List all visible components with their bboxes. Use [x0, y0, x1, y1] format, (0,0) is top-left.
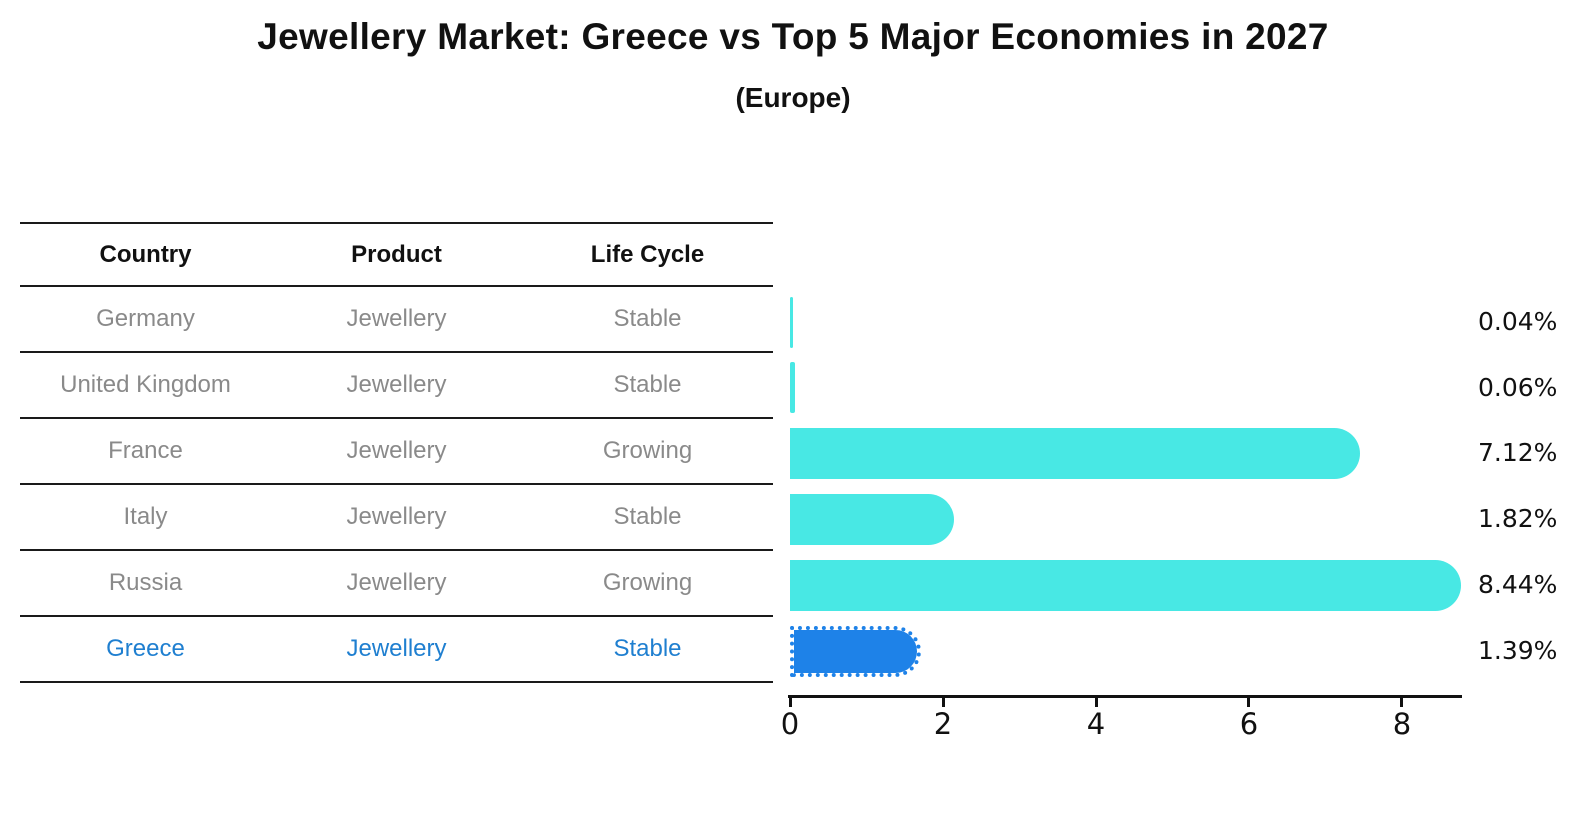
bar-germany	[790, 297, 793, 348]
cell-life-cycle: Stable	[613, 635, 682, 662]
table-row-united-kingdom: United Kingdom Jewellery Stable	[20, 353, 773, 419]
x-axis-tick	[1247, 698, 1250, 707]
x-axis-tick	[789, 698, 792, 707]
table-header-row: Country Product Life Cycle	[20, 224, 773, 287]
cell-country: Greece	[106, 635, 185, 662]
cell-product: Jewellery	[346, 503, 447, 530]
cell-product: Jewellery	[346, 437, 447, 464]
table-row-russia: Russia Jewellery Growing	[20, 551, 773, 617]
bar-italy	[790, 494, 955, 545]
value-label-italy: 1.82%	[1478, 504, 1558, 533]
cell-life-cycle: Stable	[613, 305, 682, 332]
value-label-greece: 1.39%	[1478, 636, 1558, 665]
table-row-italy: Italy Jewellery Stable	[20, 485, 773, 551]
cell-country: Germany	[96, 305, 195, 332]
cell-product: Jewellery	[346, 635, 447, 662]
cell-life-cycle: Stable	[613, 503, 682, 530]
cell-life-cycle: Growing	[602, 569, 693, 596]
x-tick-label: 2	[933, 707, 953, 741]
value-label-france: 7.12%	[1478, 438, 1558, 467]
country-table: Country Product Life Cycle Germany Jewel…	[20, 222, 773, 683]
chart-subtitle: (Europe)	[735, 82, 851, 113]
cell-life-cycle: Growing	[602, 437, 693, 464]
x-tick-label: 4	[1086, 707, 1106, 741]
cell-product: Jewellery	[346, 569, 447, 596]
cell-country: Italy	[123, 503, 168, 530]
cell-country: United Kingdom	[60, 371, 231, 398]
bar-united-kingdom	[790, 362, 795, 413]
table-row-greece: Greece Jewellery Stable	[20, 617, 773, 683]
x-tick-label: 8	[1392, 707, 1412, 741]
cell-product: Jewellery	[346, 371, 447, 398]
header-country: Country	[99, 240, 192, 268]
cell-life-cycle: Stable	[613, 371, 682, 398]
x-tick-label: 6	[1239, 707, 1259, 741]
x-axis-tick	[1095, 698, 1098, 707]
header-product: Product	[351, 240, 442, 268]
cell-country: France	[108, 437, 183, 464]
x-axis-line	[788, 695, 1462, 698]
cell-product: Jewellery	[346, 305, 447, 332]
cell-country: Russia	[108, 569, 183, 596]
chart-title: Jewellery Market: Greece vs Top 5 Major …	[257, 16, 1329, 57]
header-life-cycle: Life Cycle	[590, 240, 705, 268]
x-tick-label: 0	[780, 707, 800, 741]
x-axis-tick	[942, 698, 945, 707]
value-label-united-kingdom: 0.06%	[1478, 373, 1558, 402]
value-label-russia: 8.44%	[1478, 570, 1558, 599]
bar-greece	[790, 626, 922, 677]
bar-russia	[790, 560, 1461, 611]
bar-france	[790, 428, 1360, 479]
table-row-germany: Germany Jewellery Stable	[20, 287, 773, 353]
value-label-germany: 0.04%	[1478, 307, 1558, 336]
x-axis-tick	[1400, 698, 1403, 707]
table-row-france: France Jewellery Growing	[20, 419, 773, 485]
